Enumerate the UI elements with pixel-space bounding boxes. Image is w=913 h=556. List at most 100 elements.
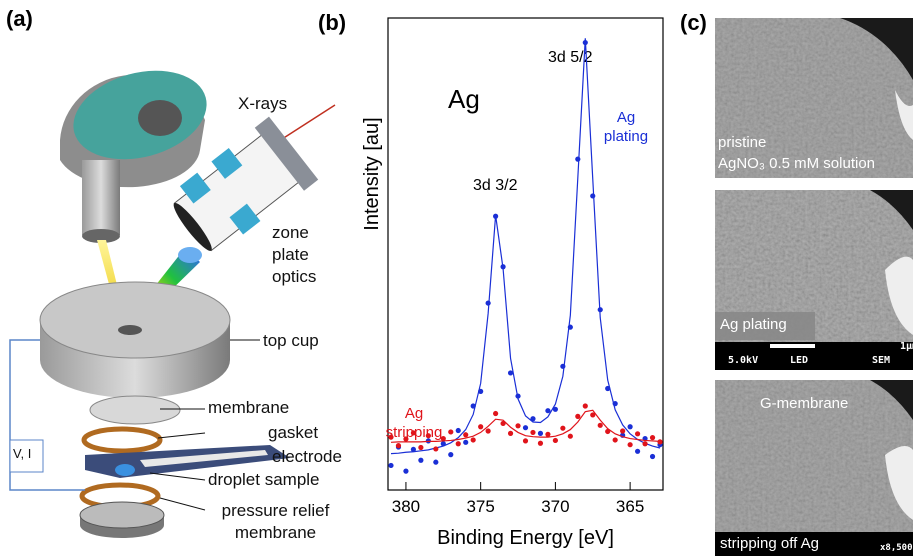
info-text: 5.0kV	[728, 355, 758, 366]
fit-line	[391, 38, 660, 453]
data-point	[403, 469, 408, 474]
data-point	[530, 416, 535, 421]
data-point	[486, 428, 491, 433]
x-axis-label: Binding Energy [eV]	[437, 527, 614, 549]
data-point	[598, 423, 603, 428]
x-tick-label: 375	[466, 497, 494, 516]
figure-graphics: 380375370365Binding Energy [eV]Intensity…	[0, 0, 913, 556]
data-point	[500, 264, 505, 269]
annotation: 3d 3/2	[473, 177, 518, 194]
data-point	[628, 424, 633, 429]
data-point	[508, 431, 513, 436]
label: droplet sample	[208, 469, 320, 491]
panel-label: (c)	[680, 10, 707, 36]
data-point	[568, 325, 573, 330]
label: V, I	[13, 446, 31, 462]
nozzle	[82, 160, 120, 235]
label: zone plate optics	[272, 222, 332, 288]
data-point	[448, 452, 453, 457]
data-point	[463, 432, 468, 437]
leader-line	[150, 473, 205, 480]
data-point	[478, 389, 483, 394]
data-point	[650, 454, 655, 459]
droplet	[115, 464, 135, 476]
data-point	[620, 428, 625, 433]
data-point	[560, 426, 565, 431]
data-point	[605, 386, 610, 391]
data-point	[471, 437, 476, 442]
lens	[178, 247, 202, 263]
panel-label: (b)	[318, 10, 346, 36]
data-point	[575, 414, 580, 419]
x-tick-label: 365	[616, 497, 644, 516]
data-point	[657, 439, 662, 444]
data-point	[613, 437, 618, 442]
info-text: x8,500	[880, 543, 913, 553]
label: top cup	[263, 330, 319, 352]
data-point	[628, 442, 633, 447]
label: pressure relief membrane	[208, 500, 343, 544]
label: electrode	[272, 446, 342, 468]
data-point	[456, 441, 461, 446]
data-point	[411, 447, 416, 452]
data-point	[642, 441, 647, 446]
data-point	[515, 393, 520, 398]
data-point	[493, 411, 498, 416]
data-point	[635, 449, 640, 454]
x-tick-label: 380	[392, 497, 420, 516]
gasket-ring	[84, 429, 160, 451]
series-label: Ag stripping	[384, 404, 444, 442]
data-point	[433, 460, 438, 465]
detector-port	[138, 100, 182, 136]
top-cup-top	[40, 282, 230, 358]
data-point	[568, 434, 573, 439]
sem-label: G-membrane	[760, 395, 848, 412]
info-text: LED	[790, 355, 808, 366]
label: gasket	[268, 422, 318, 444]
data-point	[553, 438, 558, 443]
data-point	[523, 438, 528, 443]
data-point	[545, 408, 550, 413]
data-point	[418, 458, 423, 463]
sem-label: AgNO₃ 0.5 mM solution	[718, 155, 875, 172]
label: membrane	[208, 397, 289, 419]
data-point	[493, 214, 498, 219]
data-point	[463, 440, 468, 445]
data-point	[590, 193, 595, 198]
data-point	[500, 421, 505, 426]
base-ring-top	[80, 502, 164, 528]
data-point	[598, 307, 603, 312]
data-point	[418, 445, 423, 450]
panel-label: (a)	[6, 6, 33, 32]
label: X-rays	[238, 93, 287, 115]
data-point	[590, 412, 595, 417]
data-point	[538, 441, 543, 446]
data-point	[553, 407, 558, 412]
data-point	[456, 428, 461, 433]
data-point	[560, 364, 565, 369]
data-point	[388, 463, 393, 468]
info-text: SEM	[872, 355, 890, 366]
sem-label: stripping off Ag	[720, 535, 819, 552]
cup-hole	[118, 325, 142, 335]
data-point	[635, 431, 640, 436]
data-point	[583, 403, 588, 408]
scale-bar	[770, 344, 815, 348]
data-point	[613, 401, 618, 406]
leader-line	[160, 498, 205, 510]
data-point	[448, 429, 453, 434]
data-point	[605, 429, 610, 434]
figure: 380375370365Binding Energy [eV]Intensity…	[0, 0, 913, 556]
data-point	[396, 443, 401, 448]
data-point	[508, 370, 513, 375]
data-point	[538, 431, 543, 436]
data-point	[478, 424, 483, 429]
annotation: Ag	[448, 84, 480, 114]
series-label: Ag plating	[600, 108, 652, 146]
sem-label: Ag plating	[720, 316, 787, 333]
data-point	[650, 435, 655, 440]
data-point	[486, 300, 491, 305]
sem-label: pristine	[718, 134, 766, 151]
membrane-disc	[90, 396, 180, 424]
leader-line	[158, 433, 205, 438]
